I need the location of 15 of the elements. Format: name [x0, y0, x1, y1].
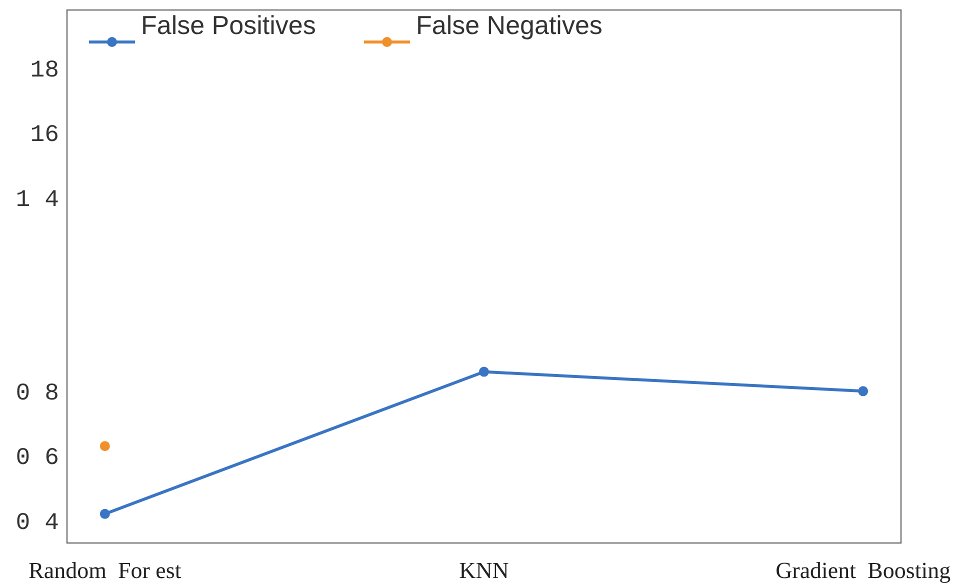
legend-label: False Negatives [416, 10, 602, 40]
y-tick-label: 0 8 [16, 380, 59, 408]
x-tick-label: Gradient Boosting [776, 558, 952, 583]
y-tick-label: 18 [30, 58, 59, 85]
x-tick-label: Random For est [28, 558, 182, 583]
x-tick-label: KNN [459, 558, 510, 583]
point [858, 386, 868, 396]
y-tick-label: 1 4 [16, 186, 59, 214]
legend-label: False Positives [141, 10, 316, 40]
y-tick-label: 16 [30, 122, 59, 150]
point [479, 366, 489, 377]
y-tick-label: 0 4 [16, 510, 59, 537]
point [100, 508, 110, 519]
y-tick-label: 0 6 [16, 445, 59, 472]
point [100, 441, 110, 452]
